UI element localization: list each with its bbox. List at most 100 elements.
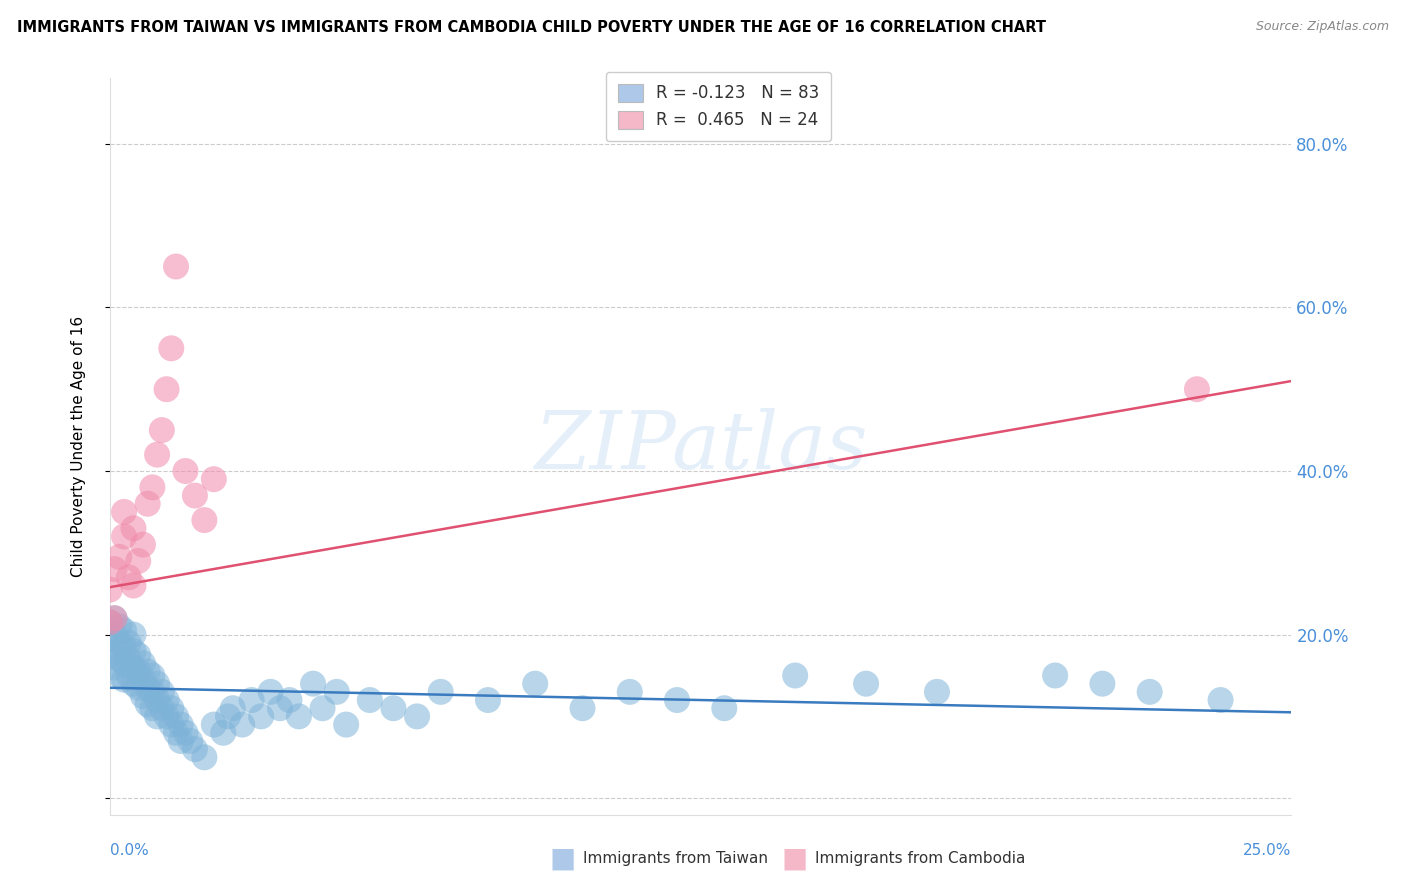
Text: Immigrants from Cambodia: Immigrants from Cambodia <box>815 851 1026 865</box>
Text: ■: ■ <box>550 844 575 872</box>
Point <box>146 709 169 723</box>
Point <box>150 701 173 715</box>
Point <box>141 668 163 682</box>
Point <box>127 665 149 679</box>
Text: 0.0%: 0.0% <box>110 843 149 858</box>
Point <box>202 472 225 486</box>
Point <box>108 619 131 633</box>
Point <box>174 464 197 478</box>
Point <box>112 657 135 671</box>
Point <box>122 627 145 641</box>
Point <box>141 685 163 699</box>
Point <box>136 665 159 679</box>
Point <box>170 734 193 748</box>
Point <box>122 660 145 674</box>
Point <box>122 644 145 658</box>
Point <box>335 717 357 731</box>
Point <box>103 562 125 576</box>
Point <box>150 423 173 437</box>
Text: 25.0%: 25.0% <box>1243 843 1292 858</box>
Point <box>150 685 173 699</box>
Point <box>202 717 225 731</box>
Point <box>132 673 155 687</box>
Text: Immigrants from Taiwan: Immigrants from Taiwan <box>583 851 769 865</box>
Point <box>136 697 159 711</box>
Point <box>108 668 131 682</box>
Point <box>160 701 183 715</box>
Point <box>146 448 169 462</box>
Point <box>278 693 301 707</box>
Point <box>155 693 177 707</box>
Point <box>571 701 593 715</box>
Point <box>170 717 193 731</box>
Point <box>141 701 163 715</box>
Point <box>311 701 333 715</box>
Point <box>160 717 183 731</box>
Point <box>165 709 187 723</box>
Point <box>103 644 125 658</box>
Point <box>259 685 281 699</box>
Point <box>122 521 145 535</box>
Point <box>217 709 239 723</box>
Point <box>184 742 207 756</box>
Point <box>382 701 405 715</box>
Point <box>1185 382 1208 396</box>
Point <box>222 701 245 715</box>
Text: IMMIGRANTS FROM TAIWAN VS IMMIGRANTS FROM CAMBODIA CHILD POVERTY UNDER THE AGE O: IMMIGRANTS FROM TAIWAN VS IMMIGRANTS FRO… <box>17 20 1046 35</box>
Point <box>103 627 125 641</box>
Point <box>1139 685 1161 699</box>
Point <box>127 554 149 568</box>
Point <box>136 497 159 511</box>
Point <box>155 709 177 723</box>
Point <box>118 636 141 650</box>
Point <box>184 489 207 503</box>
Point <box>359 693 381 707</box>
Point <box>98 582 121 597</box>
Point <box>785 668 807 682</box>
Point <box>146 676 169 690</box>
Point <box>122 676 145 690</box>
Point <box>302 676 325 690</box>
Point <box>112 673 135 687</box>
Point <box>179 734 201 748</box>
Y-axis label: Child Poverty Under the Age of 16: Child Poverty Under the Age of 16 <box>72 316 86 577</box>
Point <box>524 676 547 690</box>
Point <box>165 260 187 274</box>
Point <box>108 636 131 650</box>
Point <box>855 676 877 690</box>
Point <box>98 615 121 630</box>
Point <box>132 689 155 703</box>
Point <box>108 652 131 666</box>
Point <box>477 693 499 707</box>
Point <box>174 725 197 739</box>
Point <box>98 648 121 662</box>
Point <box>1091 676 1114 690</box>
Point <box>212 725 235 739</box>
Point <box>118 652 141 666</box>
Point <box>713 701 735 715</box>
Point <box>112 529 135 543</box>
Point <box>429 685 451 699</box>
Point <box>98 615 121 630</box>
Point <box>103 611 125 625</box>
Point <box>619 685 641 699</box>
Text: ZIPatlas: ZIPatlas <box>534 408 868 485</box>
Point <box>98 632 121 646</box>
Point <box>132 657 155 671</box>
Point <box>122 578 145 592</box>
Point <box>1043 668 1066 682</box>
Point <box>165 725 187 739</box>
Point <box>112 505 135 519</box>
Point <box>127 648 149 662</box>
Point <box>325 685 347 699</box>
Point <box>269 701 291 715</box>
Point <box>118 668 141 682</box>
Point <box>193 750 215 764</box>
Point <box>127 681 149 695</box>
Point <box>666 693 689 707</box>
Point <box>925 685 948 699</box>
Point <box>288 709 311 723</box>
Point <box>155 382 177 396</box>
Point <box>118 570 141 584</box>
Point <box>231 717 253 731</box>
